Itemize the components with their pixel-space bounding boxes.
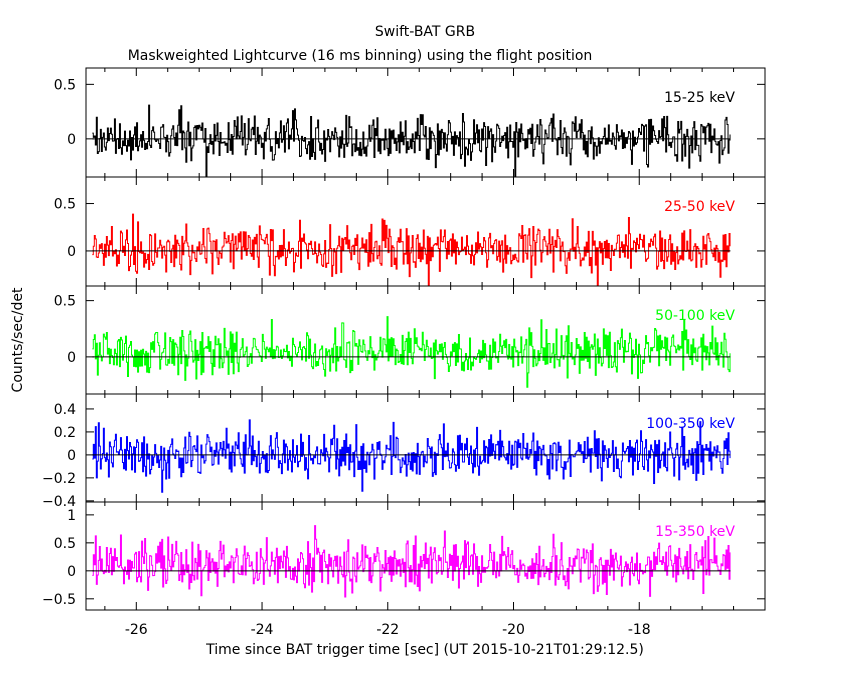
panel-frame — [85, 176, 766, 287]
band-label: 25-50 keV — [664, 199, 735, 215]
band-label: 50-100 keV — [655, 308, 735, 324]
band-label: 100-350 keV — [646, 416, 735, 432]
y-tick-label: 0.4 — [54, 402, 76, 418]
y-tick-label: 0 — [67, 448, 76, 464]
y-tick-label: 0.5 — [54, 77, 76, 93]
y-tick-label: 0 — [67, 564, 76, 580]
band-label: 15-25 keV — [664, 90, 735, 106]
panel-frame — [85, 393, 766, 503]
x-axis-label: Time since BAT trigger time [sec] (UT 20… — [205, 642, 644, 658]
y-tick-label: 0 — [67, 350, 76, 366]
x-tick-label: -22 — [376, 622, 399, 638]
panel-frame — [85, 501, 766, 611]
panel-frame — [85, 285, 766, 395]
y-tick-label: 0 — [67, 244, 76, 260]
x-tick-label: -20 — [502, 622, 525, 638]
y-tick-label: 0.5 — [54, 294, 76, 310]
x-tick-label: -26 — [125, 622, 148, 638]
x-tick-label: -18 — [628, 622, 651, 638]
y-tick-label: 1 — [67, 508, 76, 524]
y-axis-label: Counts/sec/det — [10, 287, 26, 392]
y-tick-label: 0.5 — [54, 197, 76, 213]
y-tick-label: −0.4 — [42, 494, 76, 510]
series-trace — [92, 104, 731, 178]
y-tick-label: 0.5 — [54, 536, 76, 552]
chart-subtitle: Maskweighted Lightcurve (16 ms binning) … — [128, 48, 593, 64]
y-tick-label: −0.2 — [42, 471, 76, 487]
series-trace — [92, 525, 731, 598]
series-trace — [92, 213, 731, 286]
series-trace — [92, 316, 731, 388]
y-tick-label: −0.5 — [42, 592, 76, 608]
band-label: 15-350 keV — [655, 524, 735, 540]
y-tick-label: 0 — [67, 132, 76, 148]
chart-title: Swift-BAT GRB — [375, 24, 475, 40]
x-tick-label: -24 — [251, 622, 274, 638]
y-tick-label: 0.2 — [54, 425, 76, 441]
panels-group: 0.5 0 15-25 keV 0.5 0 25-50 keV 0.5 0 50-100 keV… — [42, 67, 766, 638]
series-trace — [92, 419, 731, 493]
